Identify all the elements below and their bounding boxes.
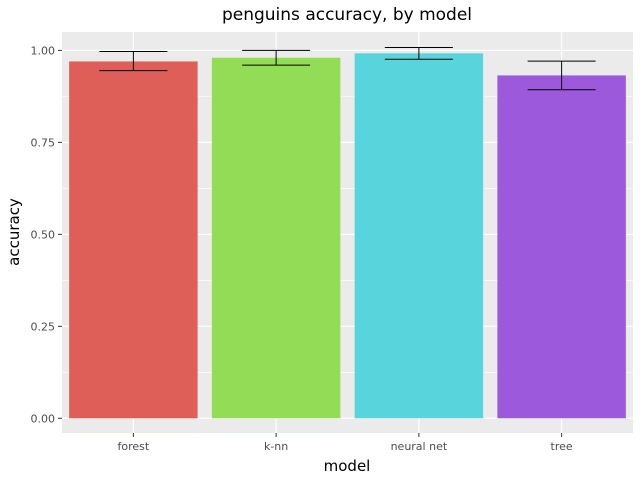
x-tick-label: forest [118,440,150,453]
y-tick-label: 0.25 [31,320,56,333]
x-tick-label: k-nn [264,440,288,453]
bar-tree [497,75,626,419]
y-axis-title: accuracy [5,198,23,266]
error-bars [99,46,596,91]
y-tick-label: 0.00 [31,412,56,425]
x-axis-title: model [324,457,371,475]
bar-k-nn [211,57,341,419]
y-axis: 0.00 0.25 0.50 0.75 1.00 [31,44,62,425]
x-tick-label: neural net [391,440,448,453]
y-tick-label: 0.75 [31,136,56,149]
x-axis: forest k-nn neural net tree [118,433,573,453]
y-tick-label: 1.00 [31,44,56,57]
x-tick-label: tree [551,440,573,453]
bar-forest [69,61,198,419]
chart-title: penguins accuracy, by model [222,5,472,25]
bars [69,53,626,419]
y-tick-label: 0.50 [31,228,56,241]
bar-neural-net [354,53,484,419]
